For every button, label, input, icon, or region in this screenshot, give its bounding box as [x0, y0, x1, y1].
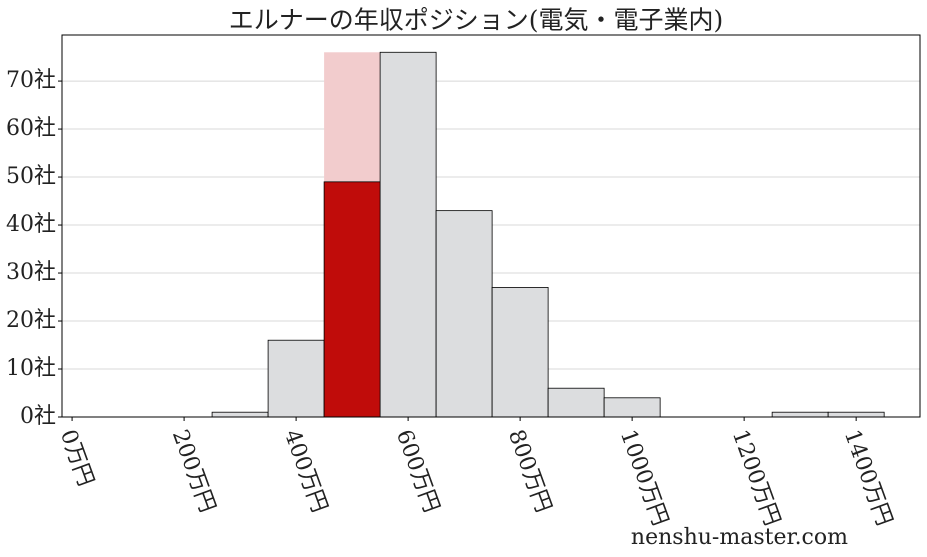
watermark: nenshu-master.com [631, 525, 848, 550]
x-tick-label: 600万円 [391, 427, 444, 516]
bar [379, 51, 437, 418]
chart-title: エルナーの年収ポジション(電気・電子業内) [229, 6, 724, 35]
bar [827, 411, 885, 418]
y-tick-label: 70社 [6, 68, 56, 93]
bar [267, 339, 325, 418]
x-tick-label: 0万円 [55, 427, 98, 490]
bar [603, 397, 661, 418]
plot-frame [61, 34, 921, 418]
x-tick-label: 200万円 [167, 427, 220, 516]
y-tick-label: 0社 [20, 404, 56, 429]
y-tick-label: 40社 [6, 212, 56, 237]
bar [323, 181, 381, 418]
x-tick-label: 400万円 [279, 427, 332, 516]
bar [771, 411, 829, 418]
y-tick-label: 30社 [6, 260, 56, 285]
x-tick-label: 800万円 [503, 427, 556, 516]
bar [491, 287, 549, 418]
x-tick-label: 1400万円 [839, 427, 897, 530]
bar [547, 387, 605, 418]
x-tick-label: 1000万円 [615, 427, 673, 530]
y-tick-label: 60社 [6, 116, 56, 141]
y-tick-label: 10社 [6, 356, 56, 381]
y-tick-label: 50社 [6, 164, 56, 189]
y-tick-label: 20社 [6, 308, 56, 333]
bar [211, 411, 269, 418]
x-tick-label: 1200万円 [727, 427, 785, 530]
bar [435, 210, 493, 418]
